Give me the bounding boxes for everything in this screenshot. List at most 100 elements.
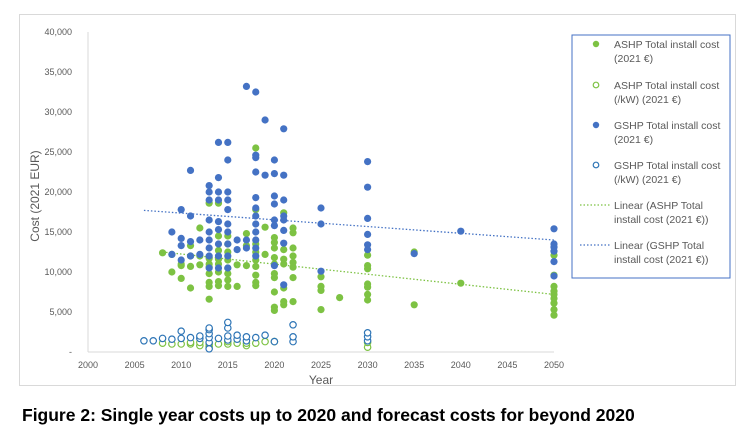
data-point [224,276,232,284]
data-point [270,337,279,346]
data-point [252,278,260,286]
legend: ASHP Total install cost (2021 €) ASHP Tota… [571,34,731,279]
data-point [364,262,372,270]
data-point [270,270,278,278]
legend-marker-open [592,161,600,169]
data-point [205,270,213,278]
data-point [289,252,297,260]
data-point [289,244,297,252]
data-point [196,261,204,269]
data-point [252,228,260,236]
data-point [242,244,251,252]
data-point [205,182,213,190]
data-point [364,296,372,304]
data-point [289,332,297,341]
x-tick-label: 2045 [497,360,517,370]
data-point [252,151,260,159]
data-point [224,264,232,272]
data-point [196,250,204,258]
data-point [336,294,344,302]
data-point [364,230,372,238]
data-point [224,220,232,228]
scatter-chart: 2000 2005 2010 2015 2020 2025 2030 2035 2040 2045… [28,27,731,387]
data-point [233,282,241,290]
data-point [289,298,297,306]
data-point [224,206,232,214]
data-point [214,246,223,254]
data-point [205,324,213,332]
data-point [196,332,204,340]
legend-label: (2021 €) [614,134,653,146]
data-point [214,174,223,182]
data-point [242,230,251,238]
data-point [280,125,288,133]
data-point [186,238,195,246]
data-point [270,303,278,311]
legend-label: (/kW) (2021 €) [614,174,681,186]
data-point [177,234,185,242]
legend-marker-open [592,81,600,89]
data-point [168,335,176,344]
data-point [196,224,204,232]
data-point [186,212,195,220]
data-point [205,244,213,252]
data-point [270,170,278,178]
data-point [214,232,223,240]
data-point [270,262,278,270]
data-point [317,220,325,228]
data-point [550,306,558,314]
x-axis-title: Year [309,373,333,387]
data-point [233,236,241,244]
data-point [177,256,185,264]
data-point [205,264,213,272]
data-point [252,88,260,96]
data-point [158,249,167,257]
chart-frame [19,14,736,386]
legend-label: Linear (ASHP Total [614,200,703,212]
x-tick-label: 2000 [78,360,98,370]
data-point [364,241,372,249]
data-point [550,225,558,233]
y-tick-label: 5,000 [49,307,72,317]
data-point [270,192,278,200]
data-point [214,334,223,343]
data-point [252,194,260,202]
legend-marker-filled [592,40,600,48]
data-point [224,332,232,340]
data-point [224,318,232,327]
x-tick-label: 2015 [218,360,238,370]
data-point [252,144,260,152]
data-point [168,268,176,276]
x-tick-label: 2020 [264,360,284,370]
y-tick-label: 35,000 [44,67,72,77]
data-point [177,334,186,343]
data-point [177,274,185,282]
data-point [252,168,260,176]
data-point [317,273,325,281]
legend-label: ASHP Total install cost [614,39,719,51]
data-point [261,331,269,340]
data-point [149,336,158,345]
data-point [410,301,418,309]
data-point [186,262,195,270]
data-point [186,284,195,292]
data-point [261,171,269,179]
data-point [158,334,167,343]
data-point [252,212,260,220]
data-point [224,240,232,248]
data-point [270,254,278,262]
data-point [261,250,269,258]
data-point [242,262,251,270]
y-tick-label: 25,000 [44,147,72,157]
x-tick-label: 2005 [125,360,145,370]
trendline [143,209,555,241]
data-point [205,278,213,286]
data-point [457,227,465,235]
legend-label: GSHP Total install cost [614,120,720,132]
data-point [214,240,223,248]
data-point [205,228,213,236]
data-point [363,328,372,337]
y-tick-label: 10,000 [44,267,72,277]
data-point [186,166,195,174]
legend-label: GSHP Total install cost [614,160,720,172]
